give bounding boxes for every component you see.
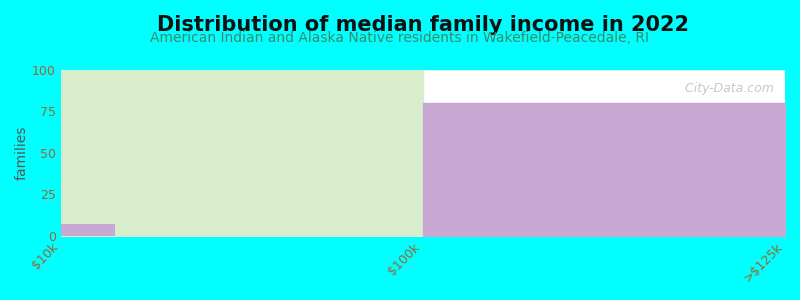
Y-axis label: families: families [15, 126, 29, 180]
Text: City-Data.com: City-Data.com [678, 82, 774, 94]
Bar [61, 224, 115, 236]
Title: Distribution of median family income in 2022: Distribution of median family income in … [157, 15, 689, 35]
Text: American Indian and Alaska Native residents in Wakefield-Peacedale, RI: American Indian and Alaska Native reside… [150, 32, 650, 46]
